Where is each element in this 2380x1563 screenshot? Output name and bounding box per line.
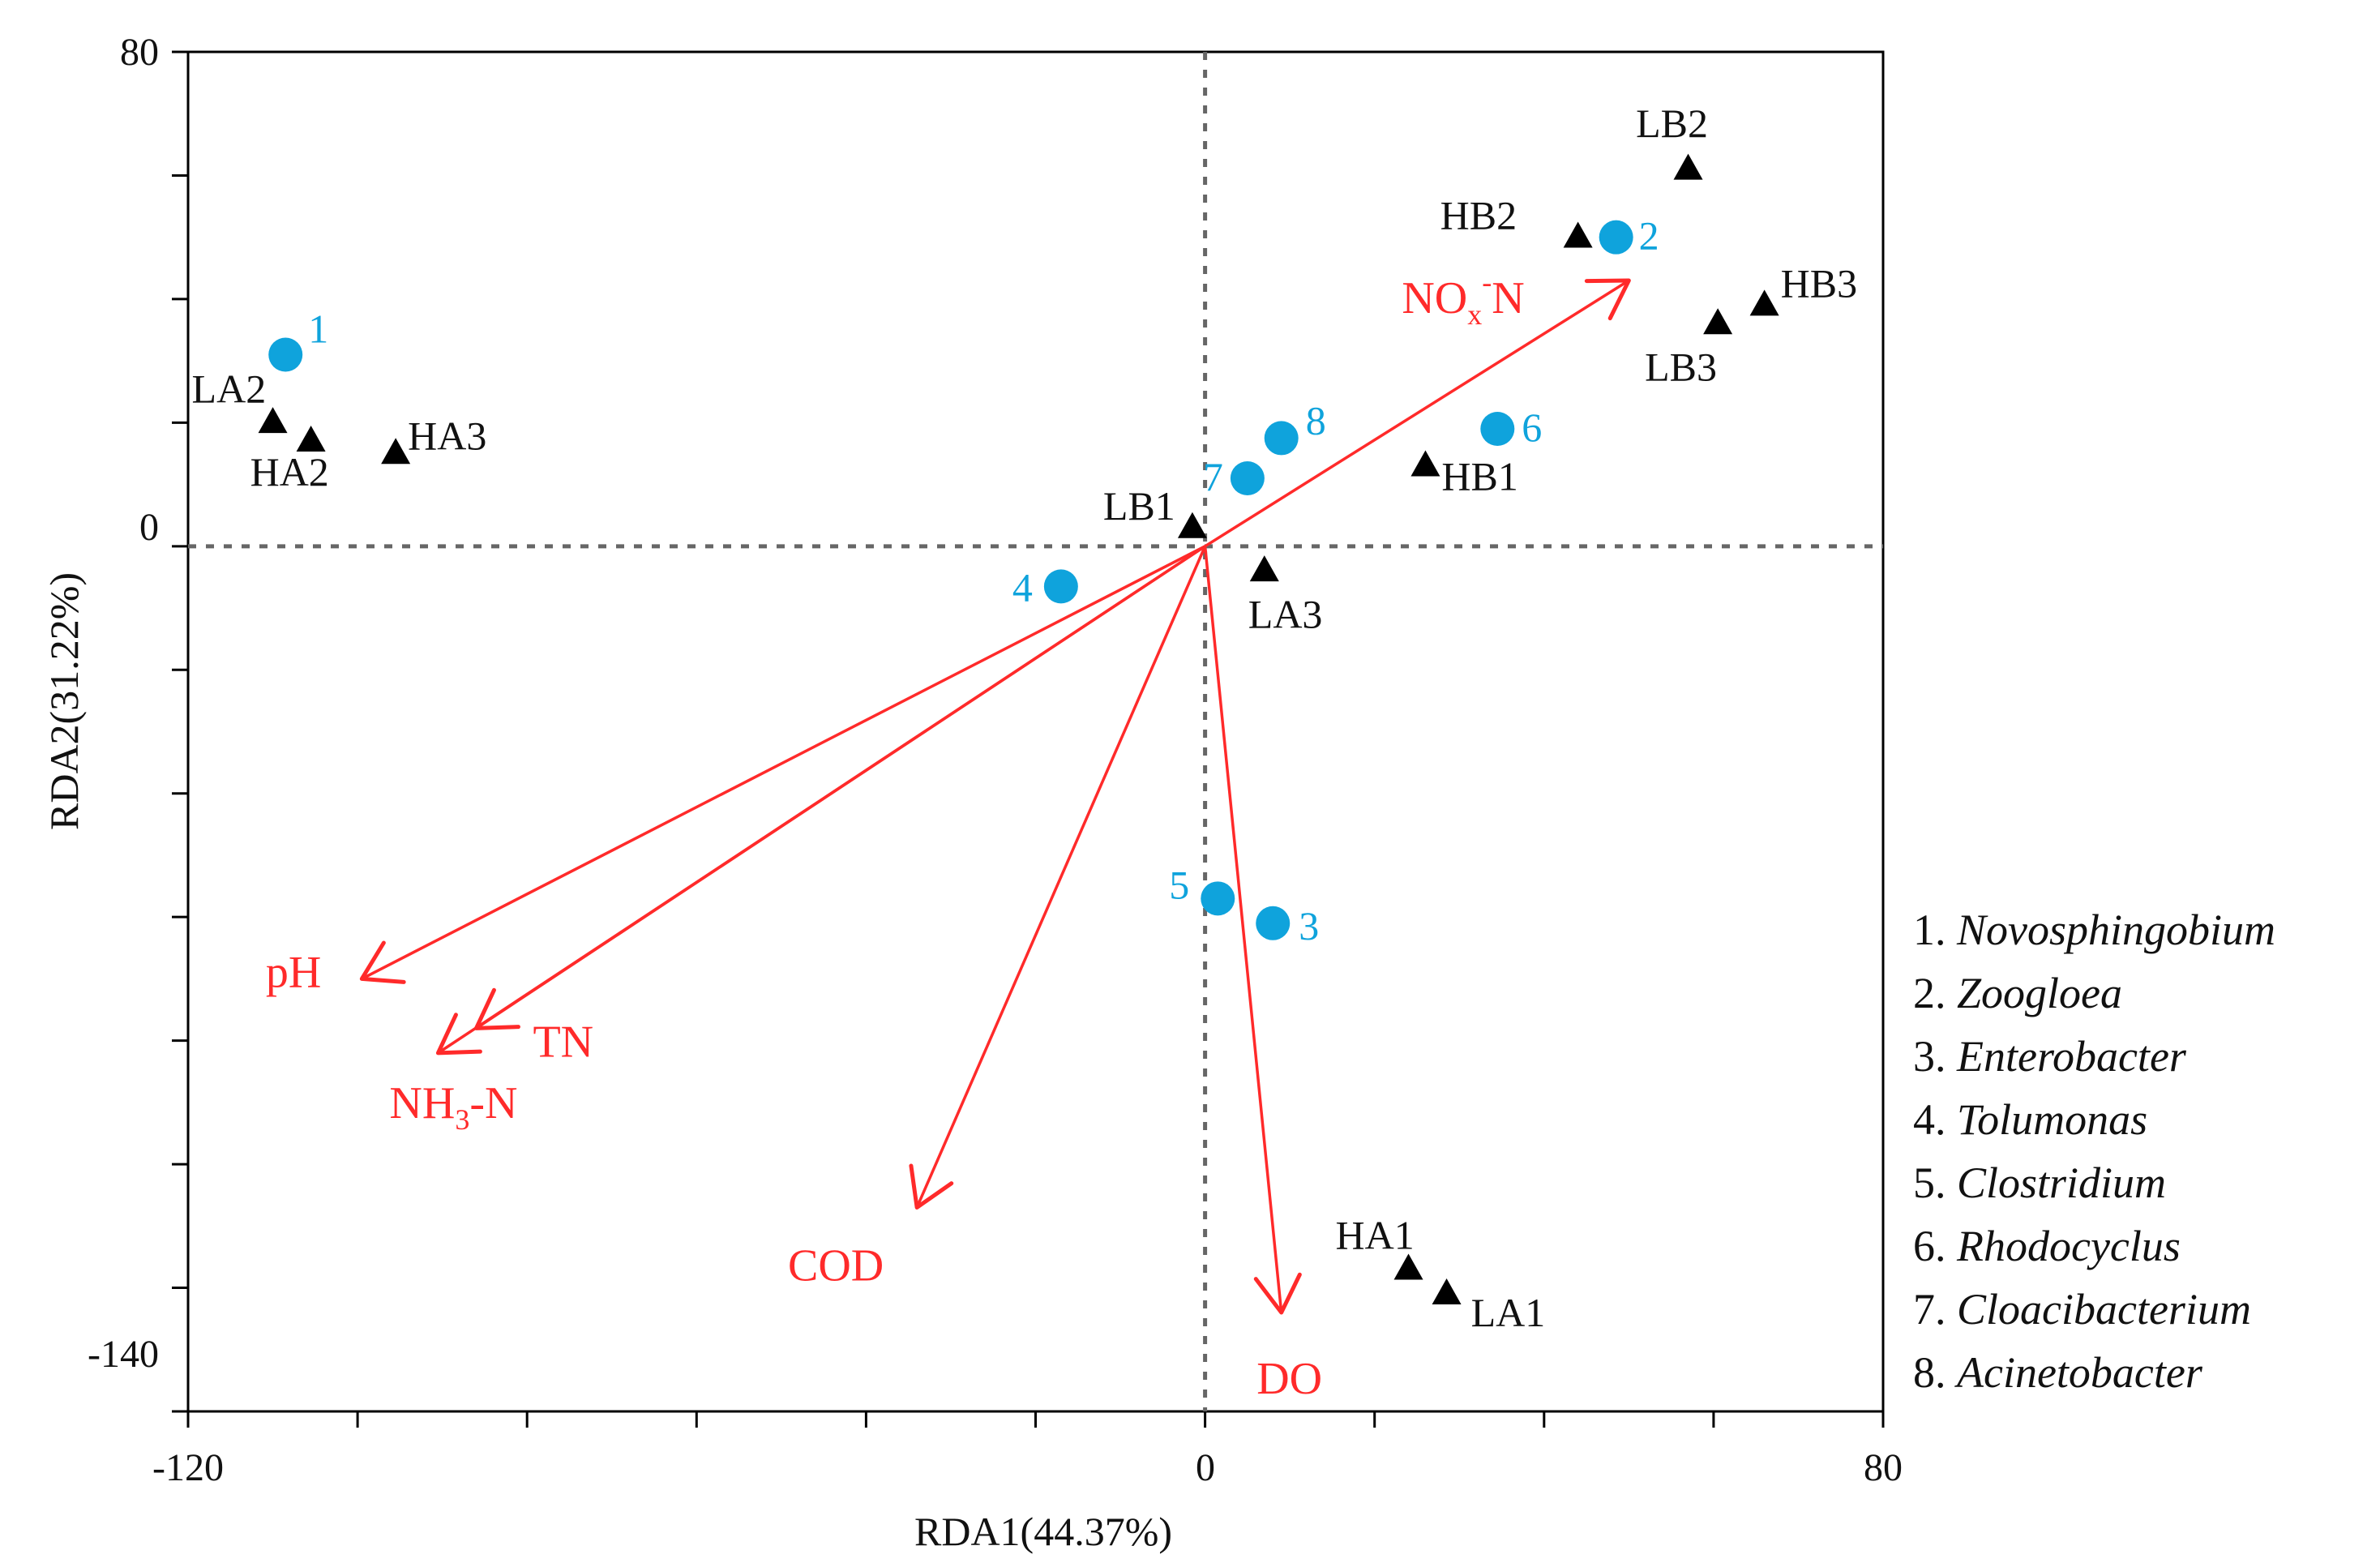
legend-item: 3. Enterobacter <box>1913 1025 2367 1088</box>
vectors-layer: pH TN NH3-N COD DO NOx-N <box>266 266 1631 1404</box>
sample-marker-lb1 <box>1177 512 1207 538</box>
sample-marker-ha2 <box>296 426 326 452</box>
vector-ph-arrowhead <box>359 940 406 984</box>
legend-item: 8. Acinetobacter <box>1913 1341 2367 1404</box>
sample-label-la3: LA3 <box>1248 591 1323 636</box>
legend-number: 7. <box>1913 1285 1946 1334</box>
vector-nox-n-arrowhead <box>1584 278 1631 321</box>
plot-frame <box>186 50 1885 1413</box>
sample-marker-la2 <box>258 407 288 434</box>
legend-number: 6. <box>1913 1222 1946 1270</box>
sample-marker-hb2 <box>1563 221 1593 248</box>
genus-label-3: 3 <box>1299 903 1319 949</box>
genus-label-2: 2 <box>1639 213 1659 259</box>
legend-number: 4. <box>1913 1095 1946 1144</box>
sample-label-lb3: LB3 <box>1645 344 1717 389</box>
legend-genus: Zoogloea <box>1957 969 2123 1017</box>
legend-item: 7. Cloacibacterium <box>1913 1278 2367 1341</box>
genus-marker-2 <box>1599 220 1633 255</box>
sample-label-ha3: HA3 <box>408 413 486 458</box>
sample-marker-la1 <box>1432 1278 1462 1304</box>
legend-number: 8. <box>1913 1348 1946 1397</box>
genus-label-8: 8 <box>1306 397 1326 443</box>
sample-label-la1: LA1 <box>1471 1290 1546 1335</box>
genus-label-4: 4 <box>1012 564 1033 610</box>
vector-label-do: DO <box>1256 1354 1322 1404</box>
sample-marker-la3 <box>1249 555 1279 582</box>
x-axis-title: RDA1(44.37%) <box>914 1509 1172 1554</box>
vector-do-arrowhead <box>1253 1272 1302 1315</box>
sample-label-lb1: LB1 <box>1103 483 1175 529</box>
vector-label-nox-n: NOx-N <box>1402 266 1524 331</box>
points-layer: LB2 HB2 HB3 LB3 LA2 HA2 HA3 HB1 LB1 LA3 HA1 LA1 1 2 3 4… <box>192 101 1858 1335</box>
legend-number: 3. <box>1913 1032 1946 1081</box>
sample-label-lb2: LB2 <box>1636 101 1708 146</box>
vector-label-tn: TN <box>533 1017 593 1067</box>
legend-genus: Rhodocyclus <box>1957 1222 2181 1270</box>
vector-nox-n-line <box>1204 279 1630 548</box>
genus-label-5: 5 <box>1169 862 1189 907</box>
sample-marker-lb2 <box>1673 153 1703 180</box>
x-tick-label-zero: 0 <box>1196 1446 1215 1489</box>
sample-marker-lb3 <box>1703 308 1733 335</box>
y-tick-label-max: 80 <box>120 31 159 74</box>
vector-cod-line <box>915 546 1207 1209</box>
sample-marker-hb1 <box>1410 450 1440 477</box>
legend-genus: Clostridium <box>1957 1158 2167 1207</box>
legend-item: 6. Rhodocyclus <box>1913 1214 2367 1278</box>
legend-genus: Cloacibacterium <box>1957 1285 2251 1334</box>
genus-marker-6 <box>1480 411 1515 446</box>
legend-genus: Novosphingobium <box>1957 906 2276 954</box>
sample-label-hb2: HB2 <box>1440 193 1517 238</box>
sample-marker-ha1 <box>1393 1253 1423 1280</box>
vector-label-cod: COD <box>788 1240 884 1291</box>
vector-ph-line <box>361 545 1206 980</box>
genus-legend: 1. Novosphingobium 2. Zoogloea 3. Entero… <box>1913 898 2367 1404</box>
vector-do-line <box>1203 546 1283 1313</box>
genus-label-6: 6 <box>1522 405 1542 450</box>
sample-label-hb1: HB1 <box>1441 454 1517 499</box>
legend-item: 4. Tolumonas <box>1913 1088 2367 1151</box>
sample-label-ha1: HA1 <box>1336 1213 1415 1258</box>
vector-cod-arrowhead <box>909 1163 954 1210</box>
legend-genus: Tolumonas <box>1957 1095 2148 1144</box>
vector-label-nh3-n: NH3-N <box>389 1078 517 1136</box>
legend-number: 1. <box>1913 906 1946 954</box>
genus-marker-1 <box>268 337 303 372</box>
genus-label-7: 7 <box>1203 454 1223 499</box>
legend-item: 1. Novosphingobium <box>1913 898 2367 961</box>
axis-ticks <box>172 50 1885 1428</box>
legend-genus: Enterobacter <box>1957 1032 2186 1081</box>
sample-label-hb3: HB3 <box>1781 261 1857 306</box>
genus-marker-4 <box>1043 569 1078 604</box>
x-tick-label-max: 80 <box>1864 1446 1903 1489</box>
genus-label-1: 1 <box>308 306 328 352</box>
genus-marker-3 <box>1256 906 1291 940</box>
vector-nh3-n-arrowhead <box>435 1013 482 1056</box>
vector-nh3-n-line <box>437 545 1206 1055</box>
x-tick-label-min: -120 <box>152 1446 224 1489</box>
y-tick-label-min: -140 <box>88 1333 159 1376</box>
sample-marker-ha3 <box>381 438 411 465</box>
sample-marker-hb3 <box>1749 289 1779 316</box>
legend-number: 5. <box>1913 1158 1946 1207</box>
sample-label-ha2: HA2 <box>250 449 329 495</box>
legend-item: 2. Zoogloea <box>1913 961 2367 1025</box>
vector-label-ph: pH <box>266 947 321 997</box>
genus-marker-8 <box>1264 421 1299 456</box>
y-tick-label-zero: 0 <box>139 506 159 549</box>
legend-number: 2. <box>1913 969 1946 1017</box>
legend-item: 5. Clostridium <box>1913 1151 2367 1214</box>
genus-marker-7 <box>1230 460 1265 495</box>
y-axis-title: RDA2(31.22%) <box>41 572 87 830</box>
genus-marker-5 <box>1201 881 1235 916</box>
sample-label-la2: LA2 <box>192 366 267 411</box>
legend-genus: Acinetobacter <box>1957 1348 2202 1397</box>
